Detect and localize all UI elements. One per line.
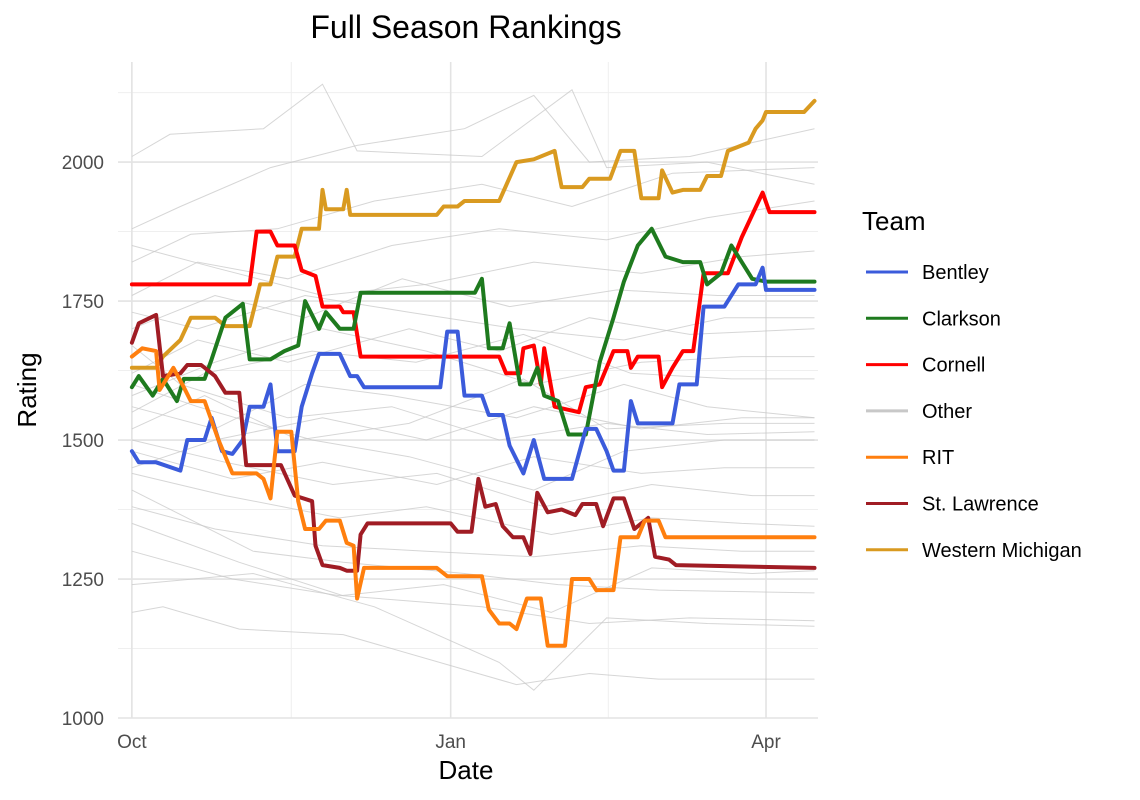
series-line-western-michigan bbox=[129, 98, 817, 370]
series-line-other bbox=[131, 450, 815, 486]
grid-major bbox=[118, 62, 818, 719]
legend-label-other: Other bbox=[922, 401, 972, 423]
series-line-rit bbox=[129, 346, 817, 648]
series-line-clarkson bbox=[129, 226, 817, 437]
series-line-other bbox=[131, 333, 815, 413]
y-tick-label: 1750 bbox=[62, 292, 104, 313]
chart-title: Full Season Rankings bbox=[310, 9, 621, 45]
series-line-st-lawrence bbox=[129, 312, 817, 573]
series-line-other bbox=[131, 383, 815, 491]
x-axis-title: Date bbox=[439, 755, 494, 785]
series-line-other bbox=[131, 328, 815, 397]
y-axis-ticks: 1000 1250 1500 1750 2000 bbox=[62, 153, 104, 730]
legend-title: Team bbox=[862, 206, 926, 236]
legend-label-clarkson: Clarkson bbox=[922, 308, 1001, 330]
series-line-other bbox=[131, 550, 815, 613]
y-tick-label: 1500 bbox=[62, 431, 104, 452]
series-line-other bbox=[131, 439, 815, 508]
y-tick-label: 1000 bbox=[62, 709, 104, 730]
x-axis-ticks: Oct Jan Apr bbox=[117, 732, 781, 753]
legend-label-bentley: Bentley bbox=[922, 262, 989, 284]
x-tick-label: Jan bbox=[435, 732, 466, 753]
y-tick-label: 2000 bbox=[62, 153, 104, 174]
legend-label-rit: RIT bbox=[922, 447, 954, 469]
series-line-other bbox=[131, 94, 815, 230]
series-line-other bbox=[131, 294, 815, 341]
series-line-bentley bbox=[129, 265, 817, 481]
legend-label-western-michigan: Western Michigan bbox=[922, 540, 1082, 562]
series-line-other bbox=[131, 506, 815, 558]
series-line-other bbox=[131, 489, 815, 594]
legend: Team Bentley Clarkson Cornell Other RIT St. L… bbox=[862, 206, 1082, 562]
team-series-lines bbox=[129, 98, 817, 648]
y-tick-label: 1250 bbox=[62, 570, 104, 591]
series-line-other bbox=[131, 345, 815, 441]
series-line-other bbox=[131, 245, 815, 297]
legend-label-st-lawrence: St. Lawrence bbox=[922, 494, 1039, 516]
legend-items: Bentley Clarkson Cornell Other RIT St. Lawren… bbox=[866, 262, 1082, 562]
series-line-other bbox=[131, 522, 815, 625]
series-line-other bbox=[131, 606, 815, 686]
legend-label-cornell: Cornell bbox=[922, 355, 985, 377]
series-line-other bbox=[131, 378, 815, 441]
series-line-other bbox=[131, 406, 815, 469]
y-axis-title: Rating bbox=[12, 352, 42, 427]
series-line-cornell bbox=[129, 190, 817, 415]
x-tick-label: Apr bbox=[751, 732, 781, 753]
series-line-other bbox=[131, 472, 815, 536]
series-line-other bbox=[131, 572, 815, 691]
series-line-other bbox=[131, 317, 815, 374]
series-line-other bbox=[131, 383, 815, 430]
series-line-other bbox=[131, 167, 815, 263]
x-tick-label: Oct bbox=[117, 732, 147, 753]
series-line-other bbox=[131, 200, 815, 296]
series-line-other bbox=[131, 83, 815, 185]
